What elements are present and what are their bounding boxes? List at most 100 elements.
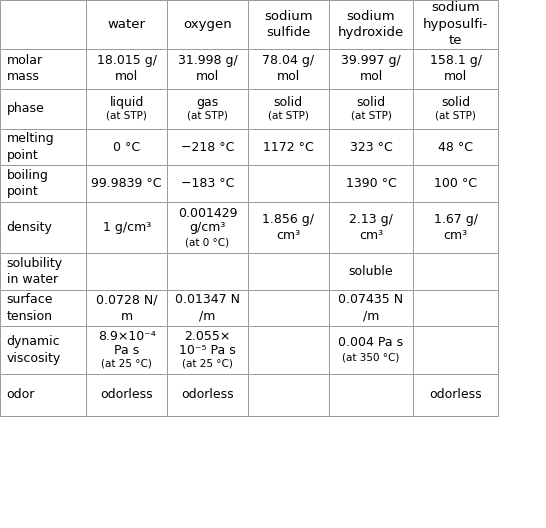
Text: solid: solid [441, 96, 470, 109]
Text: odorless: odorless [100, 389, 153, 401]
Text: 31.998 g/
mol: 31.998 g/ mol [177, 54, 238, 83]
Bar [248, 253, 329, 290]
Bar [0, 253, 86, 290]
Bar [248, 89, 329, 129]
Bar [248, 290, 329, 326]
Bar [413, 129, 498, 165]
Text: 0 °C: 0 °C [113, 140, 140, 154]
Bar [0, 290, 86, 326]
Text: gas: gas [197, 96, 218, 109]
Text: surface
tension: surface tension [7, 294, 53, 323]
Text: 0.0728 N/
m: 0.0728 N/ m [96, 294, 157, 323]
Bar [0, 326, 86, 374]
Bar [413, 290, 498, 326]
Text: melting
point: melting point [7, 133, 54, 162]
Text: 48 °C: 48 °C [438, 140, 473, 154]
Bar [248, 49, 329, 89]
Bar [167, 202, 248, 253]
Bar [167, 253, 248, 290]
Bar [0, 129, 86, 165]
Text: 0.001429: 0.001429 [178, 206, 237, 220]
Text: molar
mass: molar mass [7, 54, 43, 83]
Text: solid: solid [357, 96, 385, 109]
Text: 100 °C: 100 °C [434, 177, 477, 190]
Bar [413, 326, 498, 374]
Text: sodium
hyposulfi-
te: sodium hyposulfi- te [423, 1, 488, 48]
Bar [0, 89, 86, 129]
Text: 1390 °C: 1390 °C [346, 177, 396, 190]
Bar [86, 165, 167, 202]
Bar [0, 0, 86, 49]
Text: dynamic
viscosity: dynamic viscosity [7, 335, 61, 365]
Bar [248, 326, 329, 374]
Bar [167, 0, 248, 49]
Text: 0.07435 N
/m: 0.07435 N /m [339, 294, 403, 323]
Bar [413, 89, 498, 129]
Text: 78.04 g/
mol: 78.04 g/ mol [262, 54, 314, 83]
Text: −183 °C: −183 °C [181, 177, 234, 190]
Text: 323 °C: 323 °C [349, 140, 393, 154]
Bar [248, 374, 329, 416]
Text: (at STP): (at STP) [187, 110, 228, 120]
Text: 1172 °C: 1172 °C [263, 140, 313, 154]
Bar [248, 0, 329, 49]
Text: 1.856 g/
cm³: 1.856 g/ cm³ [262, 213, 314, 242]
Bar [413, 253, 498, 290]
Text: (at STP): (at STP) [106, 110, 147, 120]
Bar [329, 129, 413, 165]
Text: (at 350 °C): (at 350 °C) [342, 353, 400, 363]
Bar [329, 202, 413, 253]
Text: 158.1 g/
mol: 158.1 g/ mol [430, 54, 482, 83]
Text: water: water [108, 18, 146, 31]
Bar [86, 49, 167, 89]
Bar [86, 253, 167, 290]
Bar [167, 165, 248, 202]
Text: 18.015 g/
mol: 18.015 g/ mol [97, 54, 157, 83]
Bar [0, 374, 86, 416]
Text: (at STP): (at STP) [268, 110, 308, 120]
Bar [0, 49, 86, 89]
Text: oxygen: oxygen [183, 18, 232, 31]
Text: odor: odor [7, 389, 35, 401]
Bar [329, 0, 413, 49]
Bar [86, 0, 167, 49]
Text: sodium
hydroxide: sodium hydroxide [338, 10, 404, 39]
Bar [413, 0, 498, 49]
Text: 99.9839 °C: 99.9839 °C [91, 177, 162, 190]
Bar [167, 49, 248, 89]
Bar [167, 290, 248, 326]
Bar [0, 165, 86, 202]
Text: odorless: odorless [181, 389, 234, 401]
Text: density: density [7, 221, 52, 234]
Bar [86, 290, 167, 326]
Text: 0.01347 N
/m: 0.01347 N /m [175, 294, 240, 323]
Text: (at 25 °C): (at 25 °C) [182, 359, 233, 369]
Bar [329, 326, 413, 374]
Text: 1.67 g/
cm³: 1.67 g/ cm³ [434, 213, 478, 242]
Bar [86, 202, 167, 253]
Text: soluble: soluble [349, 265, 393, 278]
Text: 2.13 g/
cm³: 2.13 g/ cm³ [349, 213, 393, 242]
Bar [167, 89, 248, 129]
Bar [329, 374, 413, 416]
Text: (at 25 °C): (at 25 °C) [101, 359, 152, 369]
Bar [248, 129, 329, 165]
Bar [167, 374, 248, 416]
Text: 1 g/cm³: 1 g/cm³ [103, 221, 151, 234]
Bar [248, 165, 329, 202]
Bar [413, 202, 498, 253]
Text: liquid: liquid [110, 96, 144, 109]
Text: boiling
point: boiling point [7, 169, 49, 198]
Text: odorless: odorless [429, 389, 482, 401]
Bar [413, 374, 498, 416]
Bar [329, 49, 413, 89]
Bar [167, 326, 248, 374]
Text: (at STP): (at STP) [351, 110, 391, 120]
Text: (at 0 °C): (at 0 °C) [186, 237, 229, 247]
Text: phase: phase [7, 102, 44, 115]
Text: (at STP): (at STP) [435, 110, 476, 120]
Text: 0.004 Pa s: 0.004 Pa s [339, 336, 403, 349]
Bar [329, 89, 413, 129]
Bar [86, 374, 167, 416]
Text: 8.9×10⁻⁴: 8.9×10⁻⁴ [98, 330, 156, 343]
